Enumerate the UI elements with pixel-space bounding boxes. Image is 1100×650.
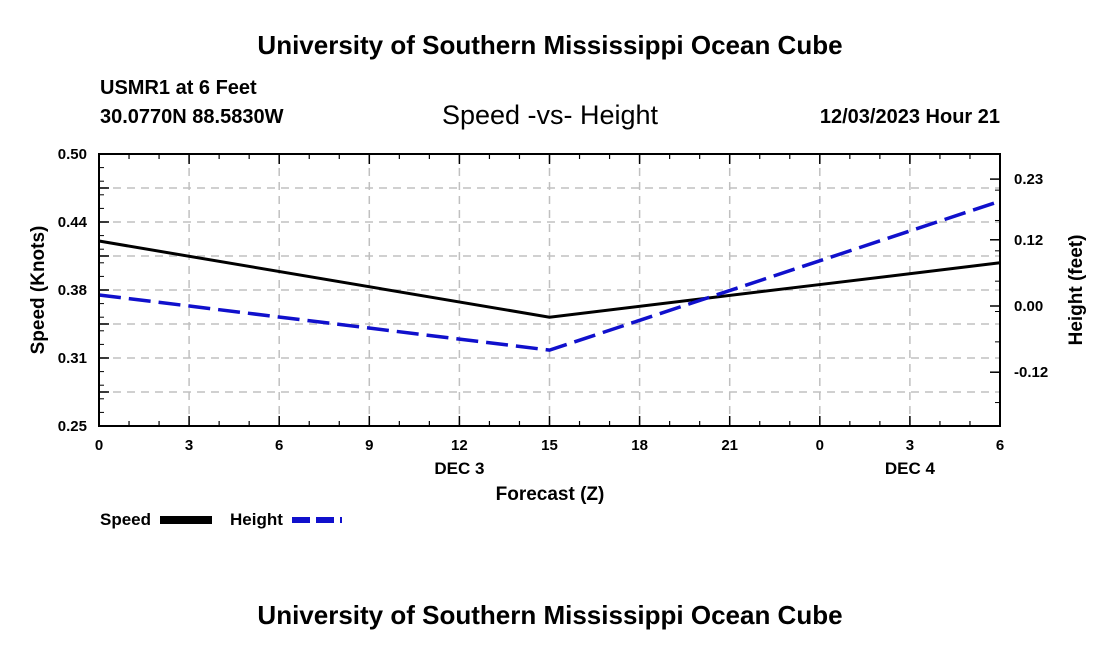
x-tick-label: 6 <box>275 437 283 454</box>
day-label: DEC 4 <box>885 459 936 478</box>
x-tick-label: 18 <box>631 437 648 454</box>
x-tick-label: 21 <box>721 437 738 454</box>
speed-height-chart: 0 3 6 9 12 15 18 21 0 3 6 DEC 3 DEC 4 0.50 0.44 0.38 0.3… <box>28 146 1087 529</box>
x-tick-label: 0 <box>816 437 824 454</box>
x-tick-label: 15 <box>541 437 558 454</box>
y-axis-right-title: Height (feet) <box>1066 235 1087 346</box>
x-tick-label: 12 <box>451 437 468 454</box>
legend: Speed Height <box>100 510 342 529</box>
y-left-tick-label: 0.50 <box>58 146 87 163</box>
y-left-tick-label: 0.31 <box>58 350 87 367</box>
y-right-tick-label: -0.12 <box>1014 364 1048 381</box>
y-right-tick-label: 0.23 <box>1014 171 1043 188</box>
series-line-speed <box>98 239 1001 319</box>
x-tick-label: 3 <box>906 437 914 454</box>
legend-height-label: Height <box>230 510 283 529</box>
y-left-tick-label: 0.25 <box>58 418 87 435</box>
x-tick-label: 9 <box>365 437 373 454</box>
y-left-tick-label: 0.44 <box>58 214 88 231</box>
date-hour-label: 12/03/2023 Hour 21 <box>819 106 1000 128</box>
coordinates-label: 30.0770N 88.5830W <box>100 106 284 128</box>
x-axis-title: Forecast (Z) <box>496 484 605 505</box>
footer-title: University of Southern Mississippi Ocean… <box>257 600 843 630</box>
y-right-tick-label: 0.12 <box>1014 232 1043 249</box>
main-title: University of Southern Mississippi Ocean… <box>257 30 843 60</box>
chart-title: Speed -vs- Height <box>441 100 659 130</box>
station-label: USMR1 at 6 Feet <box>100 77 257 99</box>
legend-speed-label: Speed <box>100 510 151 529</box>
x-tick-label: 0 <box>95 437 103 454</box>
x-tick-label: 6 <box>996 437 1004 454</box>
x-tick-label: 3 <box>185 437 193 454</box>
y-left-tick-label: 0.38 <box>58 282 87 299</box>
series-line-height <box>98 199 1001 352</box>
y-axis-left-title: Speed (Knots) <box>28 226 49 355</box>
day-label: DEC 3 <box>434 459 484 478</box>
y-right-tick-label: 0.00 <box>1014 298 1043 315</box>
